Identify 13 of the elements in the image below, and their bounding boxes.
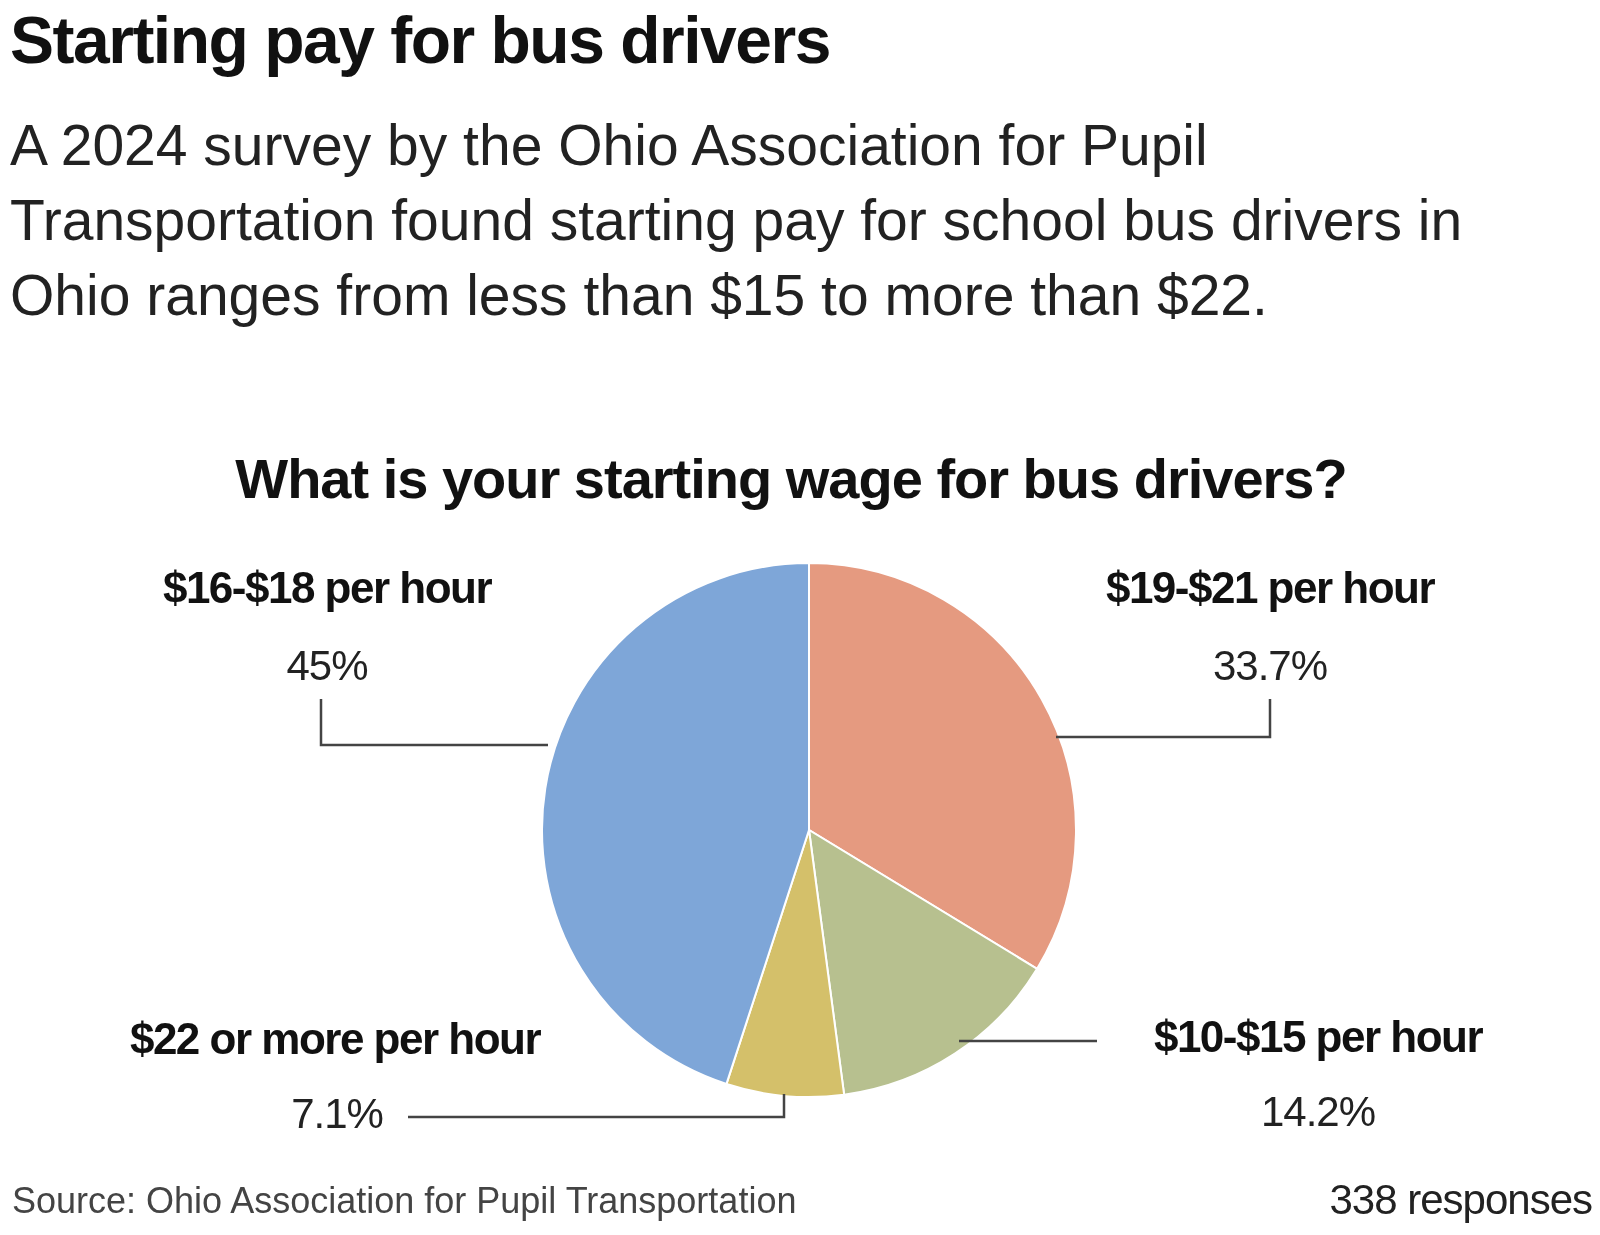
source-note: Source: Ohio Association for Pupil Transportation <box>12 1180 797 1222</box>
slice-label: $16-$18 per hour <box>162 563 493 612</box>
data-label: 7.1% <box>291 1090 383 1137</box>
slice-label: $19-$21 per hour <box>1105 563 1436 612</box>
slice-label: $22 or more per hour <box>129 1014 542 1063</box>
text: 338 responses <box>1329 1176 1592 1224</box>
chart-subtitle: A 2024 survey by the Ohio Association for Pupil Transportation found starting pay for school bus drivers in Ohio ranges from less than $15 to more than $22. <box>10 112 1464 329</box>
text: What is your starting wage for bus drivers? <box>234 446 1348 511</box>
data-label: 45% <box>286 642 368 689</box>
data-label: 14.2% <box>1260 1088 1376 1135</box>
chart-title: Starting pay for bus drivers <box>10 2 830 78</box>
data-label: 33.7% <box>1212 642 1328 689</box>
slice-label: $10-$15 per hour <box>1153 1012 1484 1061</box>
